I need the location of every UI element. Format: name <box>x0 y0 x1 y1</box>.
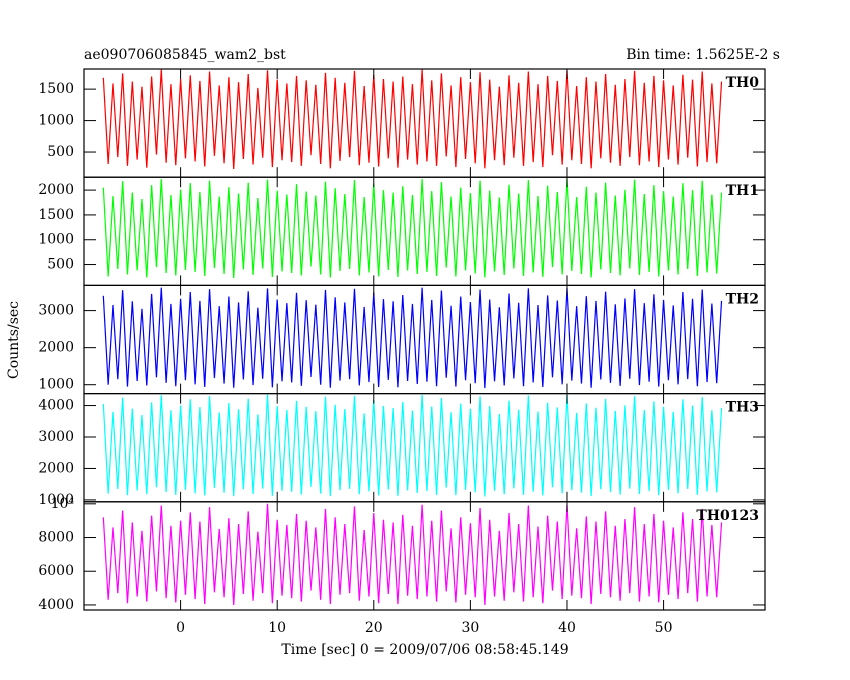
y-tick-label: 6000 <box>38 563 74 579</box>
y-tick-label: 3000 <box>38 429 74 445</box>
y-tick-label: 4000 <box>38 597 74 613</box>
y-tick-label: 1000 <box>38 232 74 248</box>
y-tick-label: 1000 <box>38 377 74 393</box>
series-line <box>102 178 723 278</box>
panel-label: TH0123 <box>696 508 759 524</box>
series-line <box>102 394 723 497</box>
series-line <box>102 287 723 389</box>
y-tick-label: 1000 <box>38 492 74 508</box>
x-tick-label: 40 <box>558 620 576 636</box>
y-tick-label: 3000 <box>38 303 74 319</box>
y-tick-label: 1500 <box>38 207 74 223</box>
panel-label: TH1 <box>726 183 759 199</box>
y-tick-label: 10⁴ <box>51 496 75 512</box>
y-tick-label: 4000 <box>38 398 74 414</box>
y-tick-label: 2000 <box>38 460 74 476</box>
panel-frame <box>83 501 766 611</box>
series-line <box>102 503 723 605</box>
y-tick-label: 500 <box>47 257 74 273</box>
series-line <box>102 69 723 170</box>
x-axis-label: Time [sec] 0 = 2009/07/06 08:58:45.149 <box>281 642 568 658</box>
x-tick-label: 50 <box>655 620 673 636</box>
y-tick-label: 1000 <box>38 113 74 129</box>
x-tick-label: 30 <box>461 620 479 636</box>
y-tick-label: 2000 <box>38 182 74 198</box>
y-tick-label: 500 <box>47 144 74 160</box>
panel-label: TH0 <box>726 75 760 91</box>
panel-label: TH3 <box>726 400 759 416</box>
x-tick-label: 0 <box>176 620 185 636</box>
x-tick-label: 20 <box>365 620 383 636</box>
y-tick-label: 2000 <box>38 340 74 356</box>
chart-title: ae090706085845_wam2_bst <box>84 47 286 63</box>
y-tick-label: 1500 <box>38 81 74 97</box>
y-tick-label: 8000 <box>38 530 74 546</box>
y-axis-label: Counts/sec <box>6 301 22 379</box>
chart-subtitle: Bin time: 1.5625E-2 s <box>626 47 780 63</box>
panel-label: TH2 <box>726 291 759 307</box>
x-tick-label: 10 <box>268 620 286 636</box>
